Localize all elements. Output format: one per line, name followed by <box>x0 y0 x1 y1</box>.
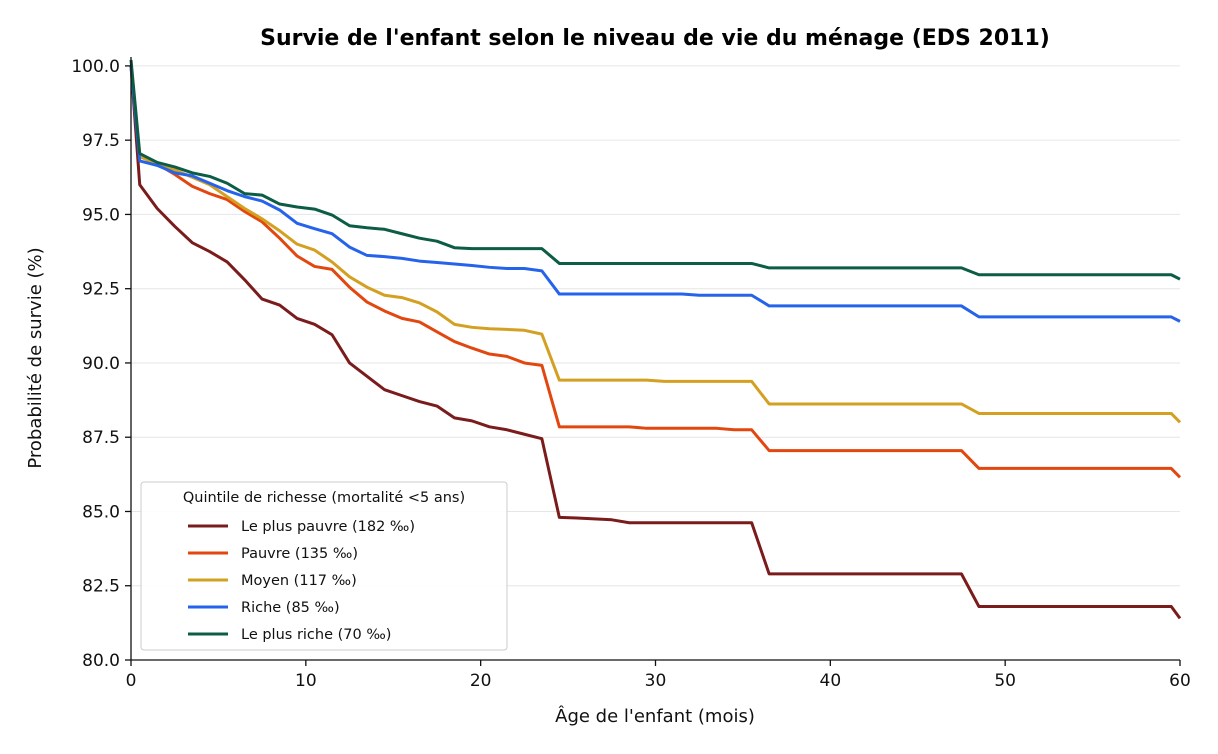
legend: Quintile de richesse (mortalité <5 ans) … <box>140 481 508 651</box>
series-line-1 <box>129 65 1182 620</box>
legend-label: Moyen (117 ‰) <box>241 573 357 589</box>
legend-label: Le plus pauvre (182 ‰) <box>241 519 415 535</box>
x-tick-label: 10 <box>295 671 317 691</box>
legend-box <box>140 481 508 651</box>
legend-label: Le plus riche (70 ‰) <box>241 627 391 643</box>
x-tick-label: 60 <box>1169 671 1191 691</box>
y-tick-label: 90.0 <box>82 354 120 374</box>
x-tick-label: 50 <box>994 671 1016 691</box>
series-line-5 <box>129 59 1181 281</box>
series-line-2 <box>129 65 1182 479</box>
legend-title: Quintile de richesse (mortalité <5 ans) <box>183 490 465 506</box>
y-tick-label: 80.0 <box>82 651 120 671</box>
x-tick-label: 30 <box>645 671 667 691</box>
x-axis-ticks: 0 10 20 30 40 50 60 <box>126 660 1191 691</box>
y-tick-label: 82.5 <box>82 577 120 597</box>
y-tick-label: 95.0 <box>82 205 120 225</box>
legend-label: Pauvre (135 ‰) <box>241 546 358 562</box>
y-tick-label: 100.0 <box>71 57 120 77</box>
x-tick-label: 0 <box>126 671 137 691</box>
y-tick-label: 85.0 <box>82 502 120 522</box>
legend-items: Le plus pauvre (182 ‰) Pauvre (135 ‰) Moye… <box>188 519 415 643</box>
y-axis-title: Probabilité de survie (%) <box>25 247 46 468</box>
chart-title: Survie de l'enfant selon le niveau de vi… <box>260 26 1050 51</box>
y-tick-label: 92.5 <box>82 280 120 300</box>
y-tick-label: 97.5 <box>82 131 120 151</box>
x-tick-label: 40 <box>820 671 842 691</box>
x-tick-label: 20 <box>470 671 492 691</box>
series-line-3 <box>129 65 1182 424</box>
y-tick-label: 87.5 <box>82 428 120 448</box>
x-axis-title: Âge de l'enfant (mois) <box>555 705 755 727</box>
series-line-4 <box>129 65 1181 323</box>
y-axis-ticks: 80.0 82.5 85.0 87.5 90.0 92.5 95.0 97.5 100.0 <box>71 57 131 671</box>
legend-label: Riche (85 ‰) <box>241 600 340 616</box>
series-lines <box>129 59 1182 620</box>
